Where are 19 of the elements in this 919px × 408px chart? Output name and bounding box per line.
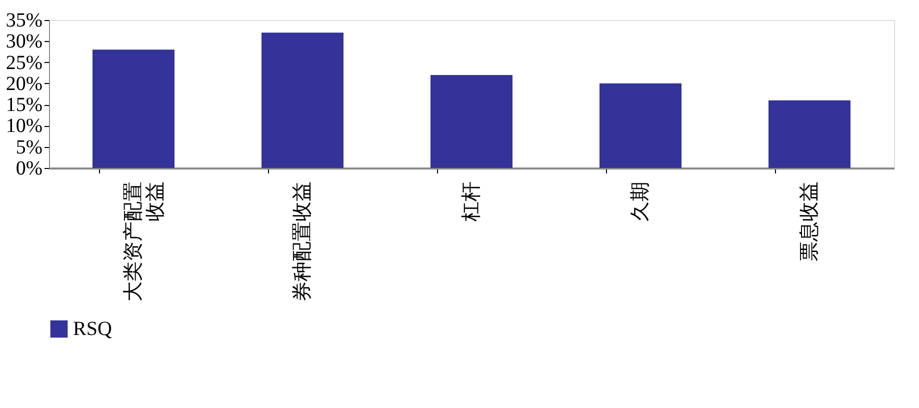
bar bbox=[600, 83, 682, 168]
bar bbox=[262, 32, 344, 168]
x-tick-label: 券种配置收益 bbox=[292, 182, 314, 302]
y-tick-label: 15% bbox=[6, 94, 42, 116]
y-tick-label: 35% bbox=[6, 10, 42, 32]
bar bbox=[430, 74, 512, 168]
y-tick-label: 25% bbox=[6, 52, 42, 74]
x-tick-label: 久期 bbox=[630, 182, 652, 222]
y-tick-label: 10% bbox=[6, 115, 42, 138]
x-tick-label: 杠杆 bbox=[460, 182, 482, 222]
x-tick-label: 大类资产配置收益 bbox=[122, 182, 166, 302]
x-tick-label: 票息收益 bbox=[798, 182, 820, 262]
y-tick-label: 5% bbox=[16, 136, 42, 158]
y-tick-label: 30% bbox=[6, 30, 42, 53]
y-tick-label: 0% bbox=[16, 158, 42, 180]
y-tick-label: 20% bbox=[6, 72, 42, 95]
legend-label: RSQ bbox=[73, 318, 112, 340]
bar bbox=[92, 50, 174, 168]
bar bbox=[768, 100, 850, 168]
